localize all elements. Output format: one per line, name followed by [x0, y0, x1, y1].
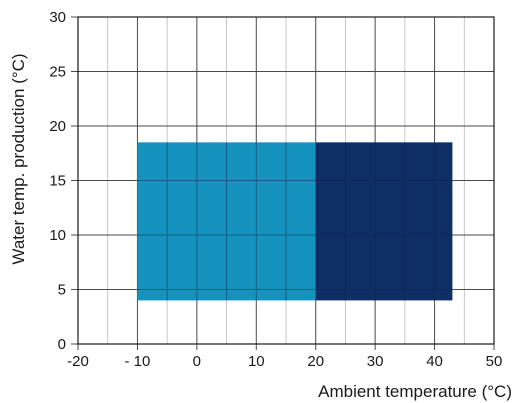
x-tick-label: 40: [426, 353, 443, 370]
y-tick-label: 30: [49, 9, 66, 26]
region-2: [315, 142, 453, 301]
plot-frame: [77, 16, 495, 345]
x-tick-labels: -20 - 10 0 10 20 30 40 50: [67, 353, 502, 370]
region-gridlines: [137, 142, 453, 301]
plot-border: [77, 16, 495, 345]
x-tick-label: 20: [307, 353, 324, 370]
y-tick-label: 15: [49, 173, 66, 190]
x-tick-label: - 10: [124, 353, 150, 370]
y-tick-label: 25: [49, 64, 66, 81]
operating-regions: [137, 142, 453, 301]
x-tick-label: 0: [193, 353, 201, 370]
x-axis-label: Ambient temperature (°C): [318, 382, 512, 401]
y-tick-label: 5: [58, 282, 66, 299]
x-tick-label: 10: [248, 353, 265, 370]
y-tick-label: 20: [49, 118, 66, 135]
x-tick-label: -20: [67, 353, 89, 370]
y-tick-labels: 0 5 10 15 20 25 30: [49, 9, 66, 353]
region-1: [137, 142, 316, 301]
y-axis-label: Water temp. production (°C): [9, 53, 28, 264]
y-tick-label: 10: [49, 227, 66, 244]
y-tick-label: 0: [58, 336, 66, 353]
x-tick-label: 30: [367, 353, 384, 370]
x-tick-label: 50: [486, 353, 503, 370]
